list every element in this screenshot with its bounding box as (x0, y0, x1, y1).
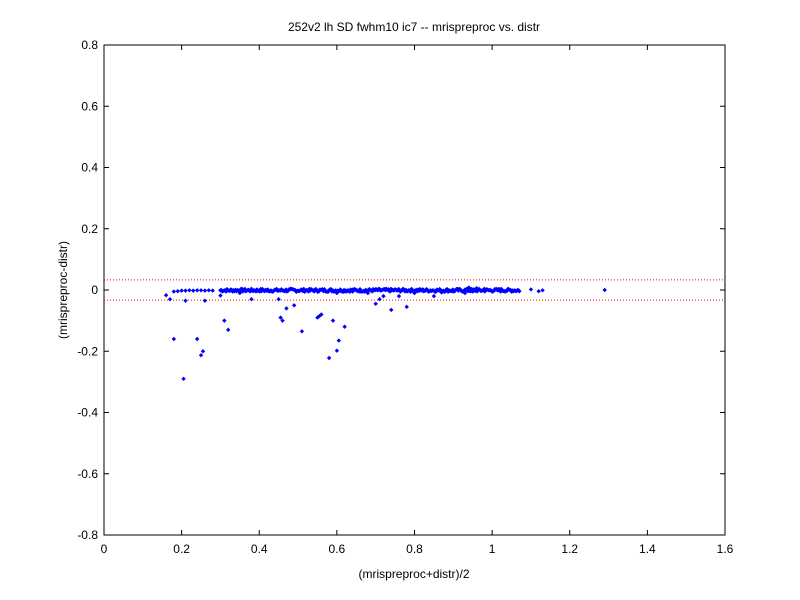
data-point (396, 293, 402, 299)
data-point (280, 318, 285, 323)
data-point (540, 288, 545, 293)
data-point (284, 306, 289, 311)
data-point (334, 348, 340, 353)
data-point (171, 289, 177, 294)
data-point (163, 293, 169, 298)
data-point (299, 329, 305, 334)
x-axis-ticks: 0 0.2 0.4 0.6 0.8 1 1.2 1.4 1.6 (101, 45, 734, 556)
data-point (466, 285, 472, 290)
data-point (183, 298, 188, 303)
data-point (218, 293, 223, 298)
data-point (167, 296, 173, 302)
x-tick-label: 1 (489, 542, 496, 556)
data-point (249, 296, 254, 302)
y-tick-label: 0.4 (81, 161, 98, 175)
data-point (330, 318, 336, 323)
data-point (179, 288, 184, 293)
y-tick-label: 0.6 (81, 99, 98, 113)
x-tick-label: 0.8 (406, 542, 423, 556)
data-point (187, 288, 192, 293)
data-point (249, 286, 254, 292)
data-point (278, 315, 283, 320)
data-point (451, 289, 456, 294)
x-tick-label: 1.2 (561, 542, 578, 556)
data-point (171, 336, 177, 342)
x-axis-label: (mrispreproc+distr)/2 (358, 567, 469, 581)
y-tick-label: 0.8 (81, 38, 98, 52)
x-tick-label: 0.2 (173, 542, 190, 556)
y-axis-label: (mrispreproc-distr) (56, 241, 70, 339)
y-tick-label: -0.2 (77, 344, 98, 358)
data-point (202, 288, 208, 293)
y-axis-ticks: -0.8 -0.6 -0.4 -0.2 0 0.2 0.4 0.6 0.8 (77, 38, 725, 542)
data-point (229, 288, 235, 293)
data-point (377, 296, 382, 302)
data-point (404, 304, 409, 310)
data-point (276, 296, 281, 302)
data-point (439, 290, 444, 295)
y-tick-label: 0.2 (81, 222, 98, 236)
data-point (474, 285, 479, 291)
data-point (319, 312, 324, 317)
data-point (342, 324, 347, 329)
data-point (334, 290, 340, 296)
data-point (198, 288, 204, 293)
data-point (350, 289, 355, 294)
data-point (200, 349, 206, 354)
data-point (517, 289, 522, 294)
data-point (191, 288, 196, 293)
data-point (509, 289, 514, 294)
data-point (226, 327, 231, 333)
data-point (222, 318, 227, 323)
data-point (183, 288, 188, 293)
data-point (210, 288, 215, 293)
data-point (194, 288, 200, 293)
data-point (291, 303, 297, 308)
data-point (175, 289, 180, 294)
x-tick-label: 0.4 (251, 542, 268, 556)
data-point (528, 287, 534, 292)
x-tick-label: 0 (101, 542, 108, 556)
y-tick-label: -0.6 (77, 467, 98, 481)
data-point (497, 286, 503, 292)
data-point (223, 289, 229, 294)
data-point (237, 290, 243, 296)
data-point (462, 290, 468, 296)
y-tick-label: -0.4 (77, 406, 98, 420)
data-point (478, 288, 483, 293)
data-point (233, 287, 238, 292)
data-point (412, 290, 417, 296)
data-point (389, 307, 394, 313)
data-point (181, 376, 186, 382)
data-point (489, 289, 495, 294)
data-point (373, 301, 378, 306)
data-point (202, 298, 208, 303)
data-point (218, 288, 223, 293)
data-point (482, 286, 487, 291)
chart-title: 252v2 lh SD fwhm10 ic7 -- mrispreproc vs… (288, 20, 540, 34)
data-points (163, 285, 607, 382)
data-point (194, 336, 200, 342)
x-tick-label: 1.4 (639, 542, 656, 556)
x-tick-label: 1.6 (717, 542, 734, 556)
data-point (470, 289, 475, 294)
data-point (206, 288, 211, 293)
data-point (326, 355, 332, 361)
y-tick-label: 0 (91, 283, 98, 297)
data-point (336, 338, 342, 343)
x-tick-label: 0.6 (329, 542, 346, 556)
y-tick-label: -0.8 (77, 528, 98, 542)
data-point (602, 287, 607, 293)
data-point (381, 293, 386, 299)
data-point (536, 289, 541, 294)
data-point (198, 353, 204, 358)
data-point (365, 290, 371, 296)
data-point (431, 293, 437, 299)
data-point (264, 288, 270, 294)
